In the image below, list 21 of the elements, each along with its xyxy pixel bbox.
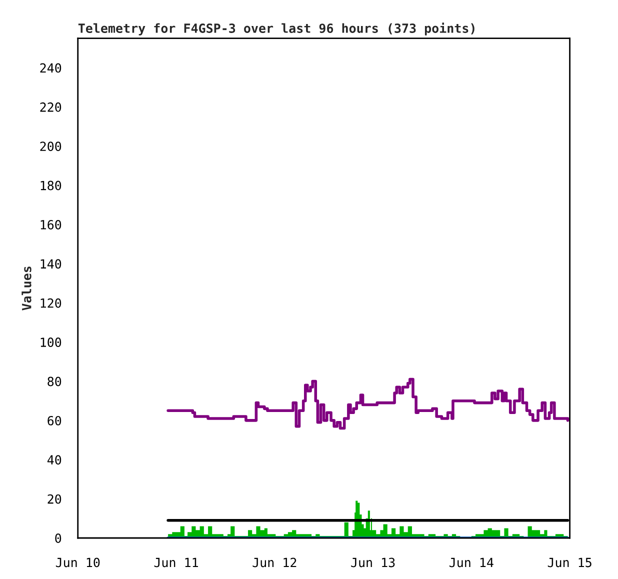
x-tick-label: Jun 13: [351, 558, 395, 568]
chart-title: Telemetry for F4GSP-3 over last 96 hours (373 points): [78, 22, 474, 36]
x-tick-label: Jun 12: [252, 558, 296, 568]
y-tick-label: 240: [40, 63, 62, 73]
y-tick-label: 180: [40, 180, 62, 190]
y-tick-label: 80: [48, 376, 62, 386]
x-tick-label: Jun 14: [450, 558, 494, 568]
x-tick-label: Jun 11: [154, 558, 198, 568]
x-tick-label: Jun 10: [56, 558, 100, 568]
y-tick-label: 120: [40, 298, 62, 308]
y-tick-label: 140: [40, 259, 62, 269]
y-tick-label: 60: [48, 416, 62, 426]
y-tick-label: 220: [40, 102, 62, 112]
y-axis-title: Values: [22, 266, 32, 310]
x-tick-label: Jun 15: [548, 558, 592, 568]
y-tick-label: 20: [48, 494, 62, 504]
y-tick-label: 0: [55, 534, 62, 543]
y-tick-label: 200: [40, 142, 62, 152]
y-tick-label: 40: [47, 455, 62, 465]
y-tick-label: 160: [40, 220, 62, 230]
y-tick-label: 100: [40, 338, 62, 348]
